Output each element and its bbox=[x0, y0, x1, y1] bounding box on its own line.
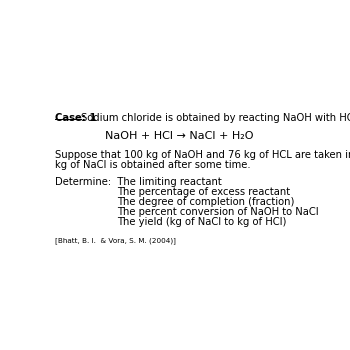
Text: [Bhatt, B. I.  & Vora, S. M. (2004)]: [Bhatt, B. I. & Vora, S. M. (2004)] bbox=[55, 237, 175, 244]
Text: Suppose that 100 kg of NaOH and 76 kg of HCL are taken in the batch reactor and : Suppose that 100 kg of NaOH and 76 kg of… bbox=[55, 150, 350, 160]
Text: NaOH + HCl → NaCl + H₂O: NaOH + HCl → NaCl + H₂O bbox=[105, 131, 254, 141]
Text: Case: 1: Case: 1 bbox=[55, 113, 96, 123]
Text: Determine:  The limiting reactant: Determine: The limiting reactant bbox=[55, 177, 221, 187]
Text: Sodium chloride is obtained by reacting NaOH with HCl in a batch reactor.: Sodium chloride is obtained by reacting … bbox=[81, 113, 350, 123]
Text: kg of NaCl is obtained after some time.: kg of NaCl is obtained after some time. bbox=[55, 160, 250, 170]
Text: The yield (kg of NaCl to kg of HCl): The yield (kg of NaCl to kg of HCl) bbox=[117, 217, 287, 227]
Text: The percentage of excess reactant: The percentage of excess reactant bbox=[117, 187, 290, 197]
Text: The percent conversion of NaOH to NaCl: The percent conversion of NaOH to NaCl bbox=[117, 207, 319, 217]
Text: The degree of completion (fraction): The degree of completion (fraction) bbox=[117, 197, 295, 207]
